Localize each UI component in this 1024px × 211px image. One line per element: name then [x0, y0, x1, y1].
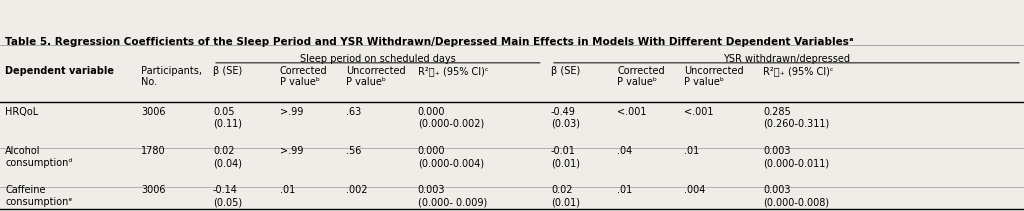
Text: <.001: <.001 [617, 107, 647, 117]
Text: Table 5. Regression Coefficients of the Sleep Period and YSR Withdrawn/Depressed: Table 5. Regression Coefficients of the … [5, 37, 854, 47]
Text: R²ᵮ₊ (95% CI)ᶜ: R²ᵮ₊ (95% CI)ᶜ [418, 66, 488, 76]
Text: .002: .002 [346, 185, 368, 195]
Text: 0.02
(0.04): 0.02 (0.04) [213, 146, 242, 168]
Text: 3006: 3006 [141, 107, 166, 117]
Text: >.99: >.99 [280, 107, 303, 117]
Text: <.001: <.001 [684, 107, 714, 117]
Text: R²ᵮ₊ (95% CI)ᶜ: R²ᵮ₊ (95% CI)ᶜ [763, 66, 834, 76]
Text: YSR withdrawn/depressed: YSR withdrawn/depressed [723, 54, 850, 64]
Text: 0.02
(0.01): 0.02 (0.01) [551, 185, 580, 207]
Text: 0.05
(0.11): 0.05 (0.11) [213, 107, 242, 129]
Text: Uncorrected
P valueᵇ: Uncorrected P valueᵇ [346, 66, 406, 87]
Text: 0.000
(0.000-0.004): 0.000 (0.000-0.004) [418, 146, 484, 168]
Text: β (SE): β (SE) [213, 66, 243, 76]
Text: Alcohol
consumptionᵈ: Alcohol consumptionᵈ [5, 146, 73, 168]
Text: Caffeine
consumptionᵉ: Caffeine consumptionᵉ [5, 185, 73, 207]
Text: .01: .01 [280, 185, 295, 195]
Text: 0.003
(0.000- 0.009): 0.003 (0.000- 0.009) [418, 185, 487, 207]
Text: .01: .01 [684, 146, 699, 156]
Text: Corrected
P valueᵇ: Corrected P valueᵇ [280, 66, 328, 87]
Text: .04: .04 [617, 146, 633, 156]
Text: 0.003
(0.000-0.011): 0.003 (0.000-0.011) [763, 146, 829, 168]
Text: 3006: 3006 [141, 185, 166, 195]
Text: Corrected
P valueᵇ: Corrected P valueᵇ [617, 66, 666, 87]
Text: .56: .56 [346, 146, 361, 156]
Text: 0.285
(0.260-0.311): 0.285 (0.260-0.311) [763, 107, 829, 129]
Text: .01: .01 [617, 185, 633, 195]
Text: 0.000
(0.000-0.002): 0.000 (0.000-0.002) [418, 107, 484, 129]
Text: -0.49
(0.03): -0.49 (0.03) [551, 107, 580, 129]
Text: β (SE): β (SE) [551, 66, 581, 76]
Text: 1780: 1780 [141, 146, 166, 156]
Text: 0.003
(0.000-0.008): 0.003 (0.000-0.008) [763, 185, 829, 207]
Text: .63: .63 [346, 107, 361, 117]
Text: .004: .004 [684, 185, 706, 195]
Text: >.99: >.99 [280, 146, 303, 156]
Text: Uncorrected
P valueᵇ: Uncorrected P valueᵇ [684, 66, 743, 87]
Text: HRQoL: HRQoL [5, 107, 38, 117]
Text: Participants,
No.: Participants, No. [141, 66, 203, 87]
Text: -0.01
(0.01): -0.01 (0.01) [551, 146, 580, 168]
Text: Sleep period on scheduled days: Sleep period on scheduled days [300, 54, 456, 64]
Text: Dependent variable: Dependent variable [5, 66, 114, 76]
Text: -0.14
(0.05): -0.14 (0.05) [213, 185, 242, 207]
